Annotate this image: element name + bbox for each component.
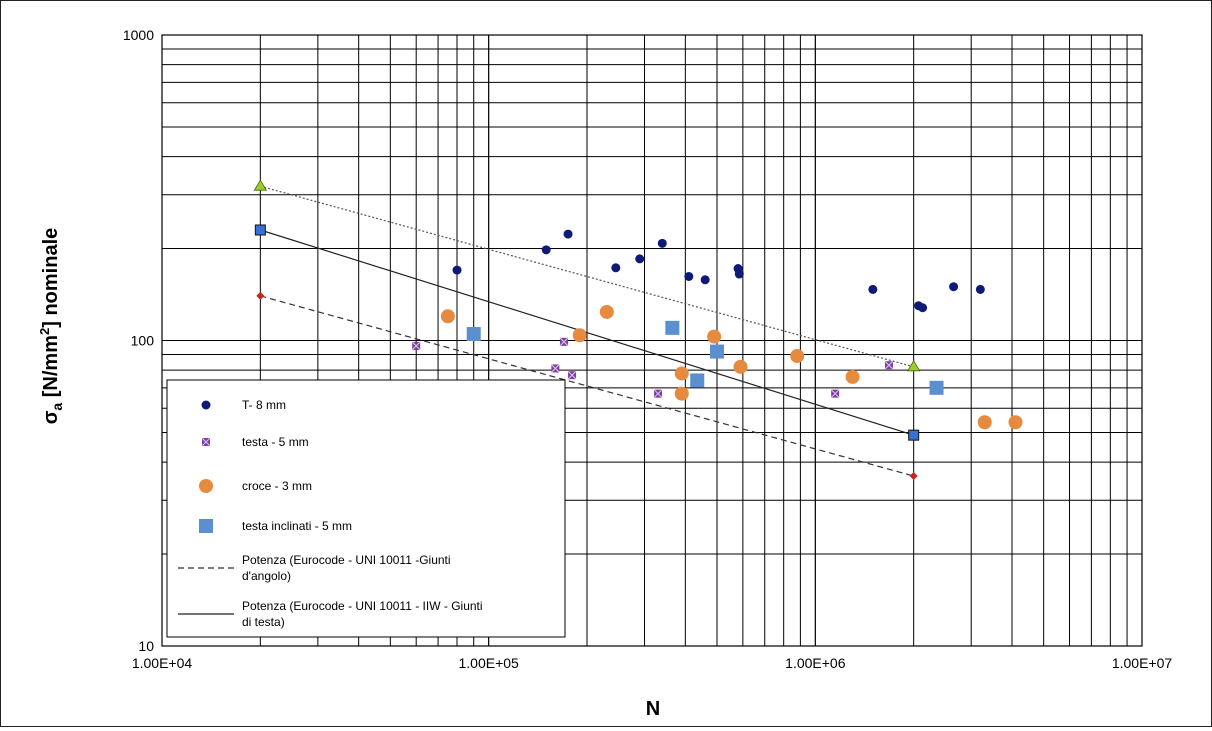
y-axis-label-end: ] nominale <box>40 228 62 328</box>
x-tick-label: 1.00E+04 <box>132 655 193 671</box>
marker-cross <box>567 370 577 380</box>
data-point <box>440 309 455 324</box>
data-point <box>977 415 992 430</box>
fit-line-2 <box>260 229 914 436</box>
data-point <box>657 238 667 248</box>
legend-box <box>166 379 566 638</box>
series-1 <box>452 229 985 313</box>
data-point <box>830 389 840 399</box>
data-point <box>599 304 614 319</box>
data-point <box>563 229 573 239</box>
plot-area-border <box>161 34 1143 647</box>
data-point <box>559 337 569 347</box>
legend-label: d'angolo) <box>242 569 291 583</box>
plot-border <box>161 34 1143 647</box>
legend-label: T- 8 mm <box>242 398 286 412</box>
legend-label: Potenza (Eurocode - UNI 10011 - IIW - Gi… <box>242 599 483 613</box>
marker-cross <box>411 341 421 351</box>
legend-label: di testa) <box>242 615 285 629</box>
series-2 <box>411 337 894 399</box>
fit-line-2-end-marker <box>254 224 266 236</box>
data-point <box>411 341 421 351</box>
legend-marker-1 <box>201 400 211 410</box>
x-tick-label: 1.00E+05 <box>458 655 519 671</box>
y-tick-label: 1000 <box>123 27 154 43</box>
data-point <box>884 360 894 370</box>
data-point <box>845 369 860 384</box>
fit-line-3-end-marker <box>253 179 268 191</box>
fit-line-1-end-marker <box>256 291 265 300</box>
marker-cross <box>201 437 211 447</box>
data-point <box>690 373 705 388</box>
y-axis-label: σa [N/mm2] nominale <box>37 228 65 425</box>
x-tick-label: 1.00E+07 <box>1112 655 1173 671</box>
data-point <box>611 263 621 273</box>
legend-label: testa inclinati - 5 mm <box>242 519 352 533</box>
data-point <box>949 282 959 292</box>
x-tick-label: 1.00E+06 <box>785 655 846 671</box>
y-tick-label: 100 <box>131 333 155 349</box>
data-point <box>653 389 663 399</box>
marker-cross <box>653 389 663 399</box>
data-point <box>572 328 587 343</box>
x-axis-label: N <box>646 698 660 720</box>
y-axis-label-sub: a <box>49 403 65 411</box>
legend-label: testa - 5 mm <box>242 435 309 449</box>
y-axis-label-sigma: σ <box>40 410 62 424</box>
data-point <box>1008 415 1023 430</box>
legend-label: croce - 3 mm <box>242 479 312 493</box>
data-point <box>635 254 645 264</box>
data-point <box>674 366 689 381</box>
legend: T- 8 mm testa - 5 mm croce - 3 mm testa inc… <box>166 379 566 638</box>
legend-marker-2 <box>201 437 211 447</box>
data-point <box>674 386 689 401</box>
y-tick-label: 10 <box>138 638 154 654</box>
fit-line-2-end-marker <box>908 429 920 441</box>
y-axis-label-sup: 2 <box>37 328 52 335</box>
data-point <box>700 275 710 285</box>
marker-cross <box>559 337 569 347</box>
data-point <box>733 359 748 374</box>
legend-marker-3 <box>199 479 213 493</box>
y-axis-label-unit: [N/mm <box>40 335 62 403</box>
marker-cross <box>830 389 840 399</box>
data-point <box>567 370 577 380</box>
legend-marker-4 <box>199 519 213 533</box>
data-point <box>790 348 805 363</box>
data-point <box>929 380 944 395</box>
fit-line-1 <box>260 295 914 477</box>
y-tick-labels: 10 100 1000 <box>123 27 154 654</box>
data-point <box>665 320 680 335</box>
data-points <box>411 229 1023 430</box>
data-point <box>550 364 560 373</box>
series-4 <box>466 320 944 395</box>
grid <box>161 34 1143 647</box>
fit-line-1-end-marker <box>909 472 918 481</box>
marker-cross <box>550 364 560 373</box>
series-3 <box>440 304 1023 430</box>
data-point <box>541 245 551 255</box>
data-point <box>466 327 481 342</box>
data-point <box>684 271 694 281</box>
fit-line-3 <box>260 185 914 368</box>
fit-line-3-end-marker <box>906 360 921 372</box>
fit-lines <box>253 179 921 481</box>
data-point <box>707 329 722 344</box>
data-point <box>868 284 878 294</box>
marker-cross <box>884 360 894 370</box>
data-point <box>918 303 928 313</box>
legend-label: Potenza (Eurocode - UNI 10011 -Giunti <box>242 553 451 567</box>
data-point <box>709 344 724 359</box>
data-point <box>452 265 462 275</box>
data-point <box>734 269 744 279</box>
data-point <box>975 284 985 294</box>
x-tick-labels: 1.00E+04 1.00E+05 1.00E+06 1.00E+07 <box>132 655 1173 671</box>
